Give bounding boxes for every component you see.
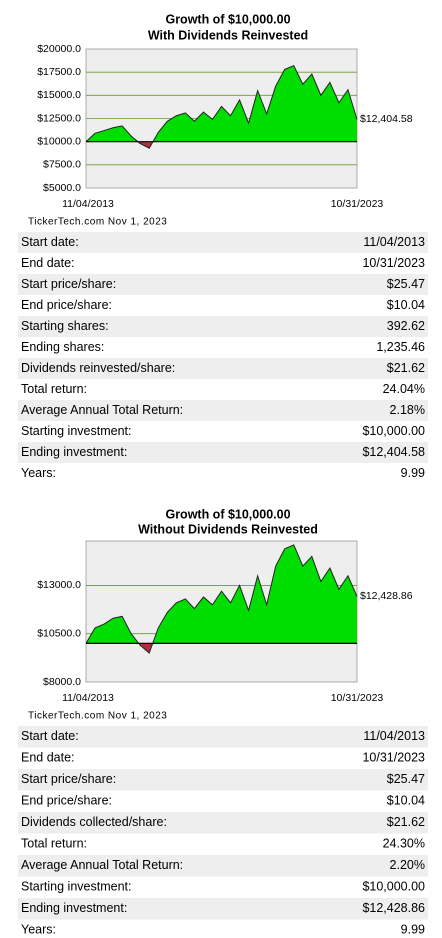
- row-bg: [18, 855, 428, 877]
- row-value: $21.62: [387, 361, 425, 375]
- row-value: 11/04/2013: [363, 235, 425, 249]
- row-bg: [18, 442, 428, 463]
- value-label: $12,428.86: [360, 590, 413, 602]
- y-tick-label: $7500.0: [43, 159, 81, 171]
- row-label: Dividends collected/share:: [21, 815, 167, 829]
- area-above: [86, 65, 357, 142]
- chart-subtitle: Without Dividends Reinvested: [138, 522, 318, 536]
- x-tick-label: 11/04/2013: [62, 692, 114, 704]
- row-value: $10.04: [387, 298, 425, 312]
- y-tick-label: $17500.0: [37, 66, 81, 78]
- row-bg: [18, 769, 428, 791]
- row-label: Starting investment:: [21, 424, 131, 438]
- chart-title: Growth of $10,000.00: [165, 507, 290, 521]
- row-value: 11/04/2013: [363, 729, 425, 743]
- row-label: Ending investment:: [21, 445, 127, 459]
- row-label: Total return:: [21, 837, 87, 851]
- row-value: $21.62: [387, 815, 425, 829]
- row-value: 24.30%: [383, 837, 425, 851]
- line: [85, 65, 358, 149]
- row-value: $10.04: [387, 794, 425, 808]
- row-value: $12,404.58: [362, 445, 425, 459]
- x-tick-label: 10/31/2023: [331, 198, 384, 210]
- row-bg: [18, 898, 428, 920]
- row-value: 2.20%: [390, 858, 425, 872]
- row-label: Years:: [21, 466, 56, 480]
- row-label: Average Annual Total Return:: [21, 858, 183, 872]
- y-tick-label: $5000.0: [43, 182, 81, 194]
- y-tick-label: $13000.0: [37, 579, 81, 591]
- y-tick-label: $15000.0: [37, 89, 81, 101]
- row-bg: [18, 400, 428, 421]
- row-label: Years:: [21, 923, 56, 937]
- row-value: 10/31/2023: [362, 256, 425, 270]
- row-label: Starting shares:: [21, 319, 109, 333]
- y-tick-label: $20000.0: [37, 43, 81, 55]
- row-value: 392.62: [387, 319, 425, 333]
- row-value: 2.18%: [390, 403, 425, 417]
- row-label: Start price/share:: [21, 277, 116, 291]
- row-bg: [18, 274, 428, 295]
- row-value: 9.99: [401, 923, 425, 937]
- x-tick-label: 10/31/2023: [331, 692, 384, 704]
- row-label: Starting investment:: [21, 880, 131, 894]
- row-label: Start date:: [21, 729, 79, 743]
- row-label: End date:: [21, 751, 75, 765]
- source: TickerTech.com Nov 1, 2023: [28, 217, 167, 228]
- row-label: Average Annual Total Return:: [21, 403, 183, 417]
- y-tick-label: $8000.0: [43, 676, 81, 688]
- row-value: 1,235.46: [376, 340, 425, 354]
- chart-subtitle: With Dividends Reinvested: [148, 28, 308, 42]
- row-label: End price/share:: [21, 794, 112, 808]
- row-value: 10/31/2023: [362, 751, 425, 765]
- y-tick-label: $10500.0: [37, 627, 81, 639]
- area-above: [86, 544, 357, 644]
- row-label: Start date:: [21, 235, 79, 249]
- row-label: End price/share:: [21, 298, 112, 312]
- row-bg: [18, 726, 428, 748]
- row-label: Ending shares:: [21, 340, 104, 354]
- row-bg: [18, 812, 428, 834]
- line: [85, 544, 358, 654]
- y-tick-label: $12500.0: [37, 112, 81, 124]
- row-bg: [18, 232, 428, 253]
- row-label: End date:: [21, 256, 75, 270]
- source: TickerTech.com Nov 1, 2023: [28, 711, 167, 722]
- row-value: 24.04%: [383, 382, 425, 396]
- row-value: $25.47: [387, 277, 425, 291]
- y-tick-label: $10000.0: [37, 135, 81, 147]
- chart-title: Growth of $10,000.00: [165, 12, 290, 26]
- value-label: $12,404.58: [360, 113, 413, 125]
- row-label: Dividends reinvested/share:: [21, 361, 175, 375]
- row-value: $10,000.00: [362, 880, 425, 894]
- row-value: 9.99: [401, 466, 425, 480]
- row-label: Start price/share:: [21, 772, 116, 786]
- row-value: $12,428.86: [362, 901, 425, 915]
- row-bg: [18, 358, 428, 379]
- row-value: $10,000.00: [362, 424, 425, 438]
- row-bg: [18, 316, 428, 337]
- x-tick-label: 11/04/2013: [62, 198, 114, 210]
- row-value: $25.47: [387, 772, 425, 786]
- row-label: Total return:: [21, 382, 87, 396]
- row-label: Ending investment:: [21, 901, 127, 915]
